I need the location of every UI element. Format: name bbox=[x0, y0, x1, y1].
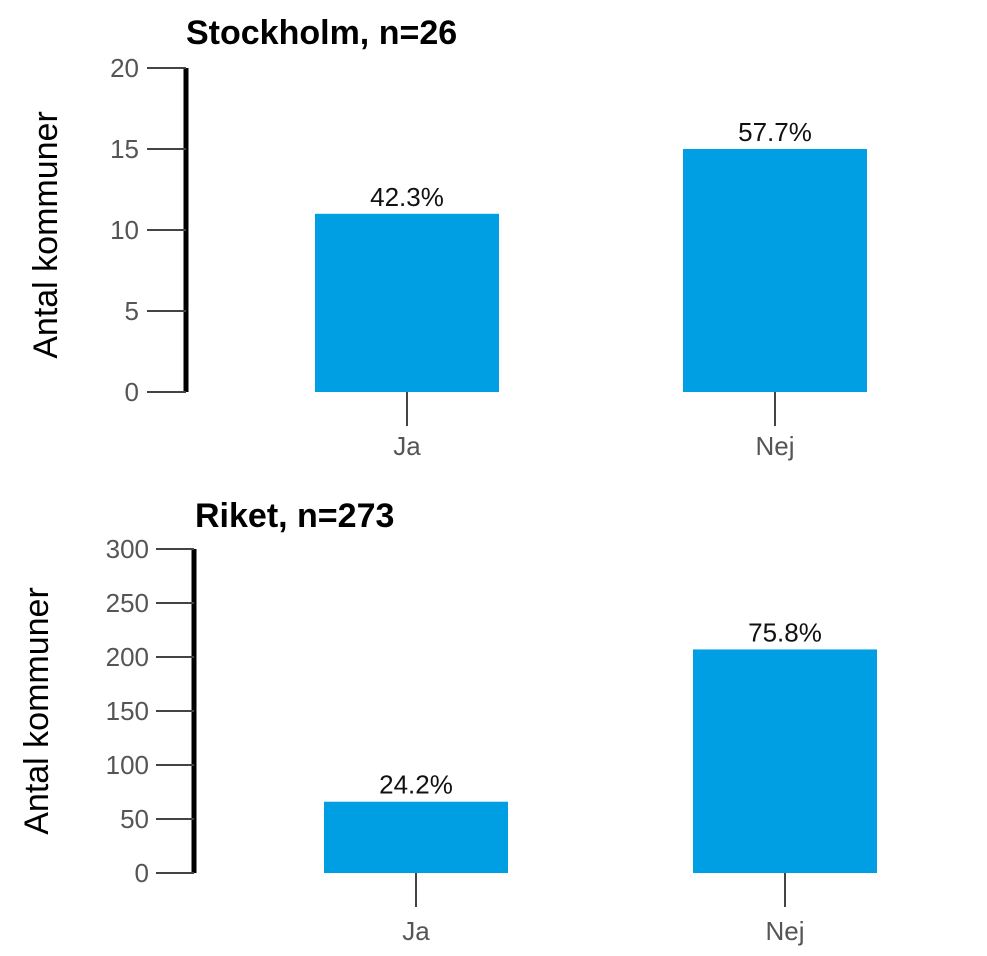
x-tick-label-nej: Nej bbox=[755, 431, 794, 461]
data-label-ja: 24.2% bbox=[379, 770, 453, 800]
y-tick-label: 50 bbox=[120, 804, 149, 834]
data-label-nej: 57.7% bbox=[738, 117, 812, 147]
y-tick-label: 250 bbox=[106, 588, 149, 618]
y-tick-label: 10 bbox=[110, 215, 139, 245]
chart-title: Riket, n=273 bbox=[195, 497, 394, 535]
y-tick-label: 5 bbox=[125, 296, 139, 326]
bar-nej bbox=[693, 649, 877, 873]
bar-nej bbox=[683, 149, 867, 392]
y-tick-label: 0 bbox=[125, 377, 139, 407]
y-tick-label: 0 bbox=[135, 858, 149, 888]
chart-title: Stockholm, n=26 bbox=[186, 14, 457, 52]
bar-ja bbox=[315, 213, 499, 392]
y-tick-label: 100 bbox=[106, 750, 149, 780]
x-tick-label-ja: Ja bbox=[393, 431, 421, 461]
y-tick-label: 15 bbox=[110, 134, 139, 164]
chart-panel-1: Stockholm, n=26 Antal kommuner 0 5 10 15 20 42.… bbox=[27, 14, 867, 461]
y-tick-label: 300 bbox=[106, 534, 149, 564]
data-label-nej: 75.8% bbox=[748, 617, 822, 647]
data-label-ja: 42.3% bbox=[370, 182, 444, 212]
x-tick-label-ja: Ja bbox=[402, 916, 430, 946]
y-tick-label: 200 bbox=[106, 642, 149, 672]
x-tick-label-nej: Nej bbox=[765, 916, 804, 946]
y-tick-label: 150 bbox=[106, 696, 149, 726]
y-tick-label: 20 bbox=[110, 53, 139, 83]
bar-ja bbox=[324, 801, 508, 873]
y-axis-label: Antal kommuner bbox=[18, 587, 56, 835]
y-axis-label: Antal kommuner bbox=[27, 111, 65, 359]
chart-panel-2: Riket, n=273 Antal kommuner 0 50 100 150 200 25… bbox=[18, 497, 877, 946]
